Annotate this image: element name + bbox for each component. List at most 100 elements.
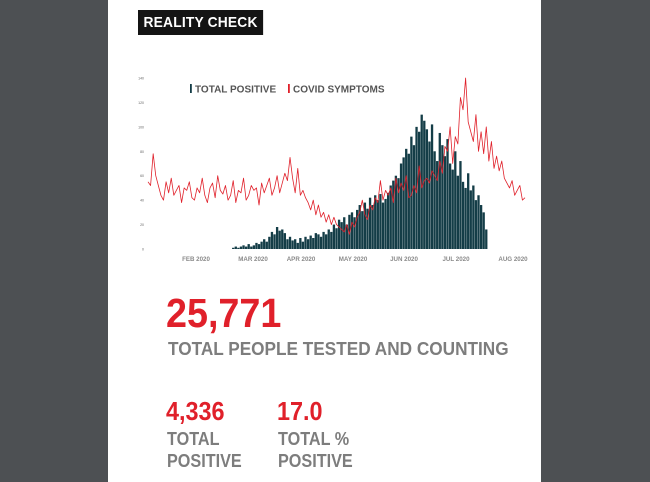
positive-bar <box>309 235 312 249</box>
positive-bar <box>410 136 413 249</box>
positive-bar <box>423 120 426 249</box>
positive-bar <box>392 180 395 249</box>
positive-bar <box>345 224 348 249</box>
document-page: REALITY CHECK 0 20 40 60 80 100 120 140 FEB 2020… <box>108 0 541 482</box>
positive-bar <box>255 242 258 249</box>
legend-label: COVID SYMPTOMS <box>293 85 385 96</box>
positive-bar <box>371 205 374 249</box>
positive-bar <box>242 245 245 249</box>
positive-bar <box>327 229 330 249</box>
positive-bar <box>356 209 359 249</box>
positive-bar <box>340 222 343 249</box>
positive-bar <box>275 227 279 249</box>
positive-bar <box>454 151 457 249</box>
right-background <box>541 0 650 482</box>
positive-bar <box>441 145 444 249</box>
positive-bar <box>278 230 281 249</box>
positive-bar <box>281 229 284 249</box>
positive-bar <box>353 217 356 249</box>
positive-bar <box>394 175 398 249</box>
positive-bar <box>260 241 263 249</box>
positive-bar <box>430 124 434 249</box>
x-tick-label: JUN 2020 <box>390 256 418 263</box>
positive-bar <box>250 246 253 249</box>
total-positive-label: TOTAL POSITIVE <box>167 428 242 472</box>
positive-bar <box>350 212 354 249</box>
positive-bar <box>464 187 467 249</box>
positive-bar <box>268 236 271 249</box>
positive-bar <box>436 161 439 249</box>
positive-bar <box>306 239 310 249</box>
positive-bar <box>376 200 379 249</box>
positive-bar <box>461 181 465 249</box>
y-tick-label: 140 <box>138 77 144 81</box>
positive-bar <box>296 242 299 249</box>
positive-bar <box>361 211 364 249</box>
percent-positive-label: TOTAL % POSITIVE <box>278 428 353 472</box>
positive-bar <box>433 151 436 249</box>
positive-bar <box>456 175 460 249</box>
positive-bar <box>412 145 416 249</box>
percent-positive-label-line1: TOTAL % <box>278 429 350 449</box>
x-tick-label: MAY 2020 <box>339 256 368 263</box>
positive-bar <box>273 234 276 249</box>
positive-bar <box>417 131 421 249</box>
positive-bar <box>420 114 423 249</box>
positive-bar <box>415 126 418 249</box>
positive-bar <box>301 241 305 249</box>
positive-bar <box>263 239 266 249</box>
y-tick-label: 60 <box>140 174 144 178</box>
positive-bar <box>348 214 351 249</box>
positive-bar <box>384 198 387 249</box>
positive-bar <box>314 233 317 249</box>
positive-bar <box>335 228 338 249</box>
y-tick-label: 120 <box>138 101 144 105</box>
positive-bar <box>474 200 478 249</box>
x-tick-label: AUG 2020 <box>498 256 528 263</box>
total-positive-label-line1: TOTAL <box>167 429 220 449</box>
positive-bar <box>479 205 483 249</box>
positive-bar <box>451 169 454 249</box>
x-tick-label: FEB 2020 <box>182 256 210 263</box>
positive-bar <box>482 212 485 249</box>
positive-bar <box>294 239 297 249</box>
positive-bar <box>288 236 292 249</box>
positive-bar <box>459 161 462 249</box>
positive-bar <box>286 239 289 249</box>
positive-bar <box>368 197 372 249</box>
positive-bar <box>407 153 410 249</box>
positive-bar <box>428 141 431 249</box>
positive-bar <box>363 202 367 249</box>
positive-bar <box>312 238 315 249</box>
positive-bar <box>247 244 250 249</box>
y-tick-label: 80 <box>140 150 144 154</box>
positive-bar <box>366 208 369 249</box>
legend-swatch <box>190 84 192 93</box>
positive-bar <box>399 163 403 249</box>
x-tick-label: MAR 2020 <box>238 256 268 263</box>
y-tick-label: 40 <box>140 199 144 203</box>
positive-bar <box>374 195 377 249</box>
positive-bar <box>257 244 261 249</box>
positive-bar <box>237 247 240 249</box>
y-tick-label: 0 <box>142 248 144 252</box>
positive-bar <box>319 236 323 249</box>
positive-bar <box>291 240 294 249</box>
positive-bar <box>405 148 408 249</box>
chart: 0 20 40 60 80 100 120 140 FEB 2020 MAR 2020 APR 20… <box>138 77 528 264</box>
positive-bar <box>386 192 390 249</box>
positive-bar <box>397 178 400 249</box>
y-tick-label: 100 <box>138 125 144 129</box>
symptoms-line <box>147 77 526 235</box>
positive-bar <box>443 156 447 249</box>
positive-bar <box>438 132 441 249</box>
positive-bar <box>332 224 336 249</box>
total-tested-label: TOTAL PEOPLE TESTED AND COUNTING <box>168 338 509 359</box>
positive-bar <box>252 245 256 249</box>
positive-bar <box>325 234 328 249</box>
positive-bar <box>283 233 287 249</box>
positive-bar <box>472 185 475 249</box>
positive-bar <box>469 190 472 249</box>
positive-bar <box>485 229 488 249</box>
positive-bar <box>304 236 307 249</box>
